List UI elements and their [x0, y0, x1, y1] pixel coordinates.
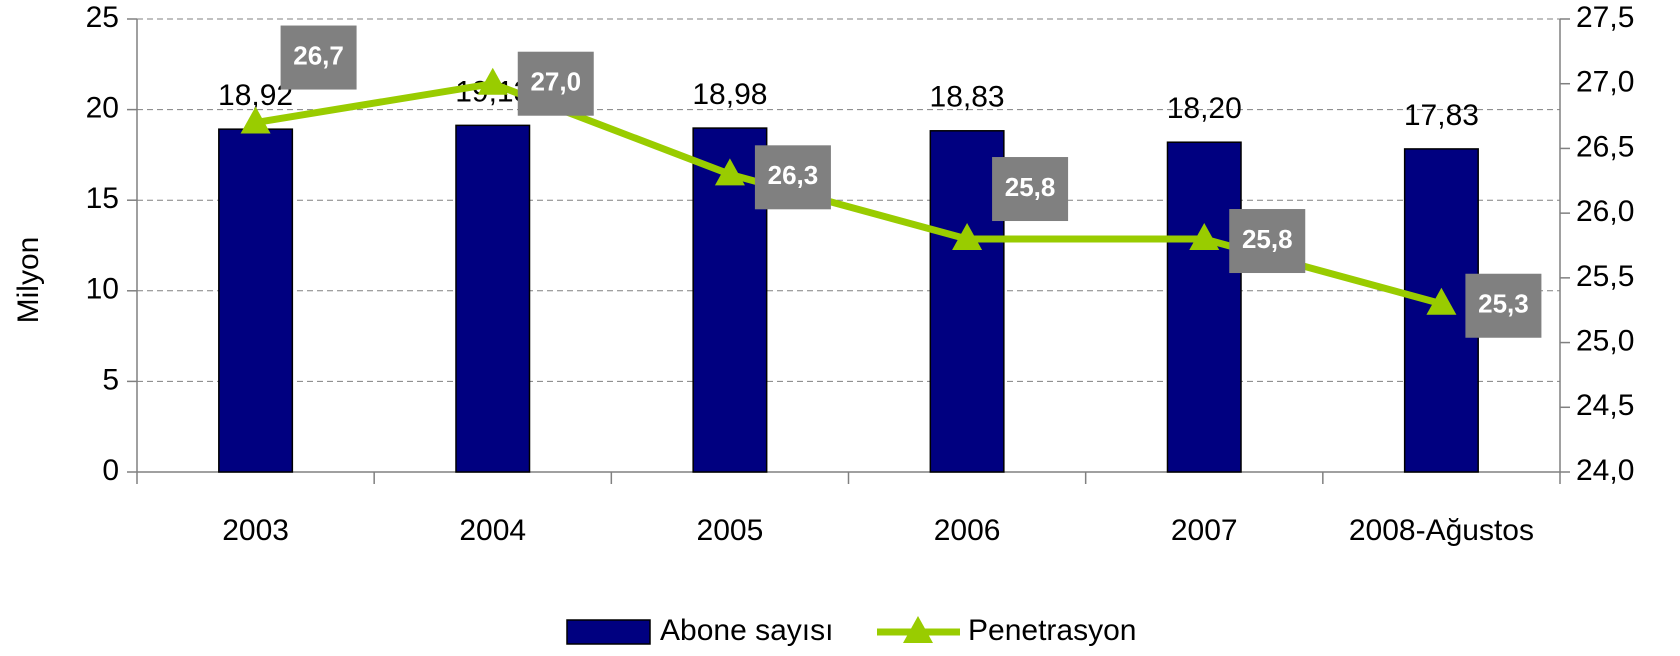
value-label-box	[992, 157, 1069, 222]
bar	[218, 128, 294, 473]
line-marker	[714, 158, 745, 186]
bar-value-label: 17,83	[1404, 99, 1479, 132]
value-label-box	[1465, 273, 1542, 338]
x-tick-label: 2005	[697, 514, 764, 547]
value-label-box	[1229, 209, 1306, 274]
line-marker	[952, 223, 983, 251]
y2-tick-label: 27,5	[1576, 1, 1634, 34]
y-tick-label: 15	[86, 182, 119, 215]
line-value-label: 27,0	[530, 67, 581, 97]
bar-value-label: 18,98	[692, 78, 767, 111]
bar	[929, 130, 1005, 473]
x-tick-label: 2003	[222, 514, 289, 547]
x-tick-label: 2007	[1171, 514, 1238, 547]
line-value-label: 26,3	[768, 160, 819, 190]
y2-tick-label: 26,5	[1576, 130, 1634, 163]
y2-tick-label: 25,5	[1576, 260, 1634, 293]
x-tick-label: 2004	[459, 514, 526, 547]
value-label-box	[517, 51, 594, 116]
line-marker	[240, 106, 271, 134]
y-axis-title: Milyon	[12, 237, 45, 324]
line-value-label: 25,8	[1242, 224, 1293, 254]
bar-value-label: 18,83	[930, 81, 1005, 114]
line-value-label: 26,7	[293, 40, 344, 70]
bar	[692, 127, 768, 473]
y-tick-label: 10	[86, 273, 119, 306]
x-tick-label: 2006	[934, 514, 1001, 547]
y-tick-label: 20	[86, 92, 119, 125]
legend-label: Penetrasyon	[968, 614, 1136, 647]
bar	[1166, 141, 1242, 473]
value-label-box	[280, 25, 357, 90]
line-value-label: 25,3	[1478, 289, 1529, 319]
legend-marker	[903, 616, 933, 643]
legend-label: Abone sayısı	[660, 614, 833, 647]
y2-tick-label: 25,0	[1576, 324, 1634, 357]
legend-swatch	[566, 619, 651, 645]
y2-tick-label: 24,0	[1576, 454, 1634, 487]
y2-tick-label: 24,5	[1576, 389, 1634, 422]
bar	[455, 124, 531, 473]
y-tick-label: 25	[86, 1, 119, 34]
line-marker	[477, 67, 508, 95]
line-marker	[1426, 287, 1457, 315]
bar-value-label: 18,20	[1167, 92, 1242, 125]
value-label-box	[754, 145, 831, 210]
y-tick-label: 5	[102, 363, 119, 396]
line-marker	[1189, 223, 1220, 251]
x-tick-label: 2008-Ağustos	[1349, 514, 1534, 547]
y2-tick-label: 27,0	[1576, 66, 1634, 99]
y2-tick-label: 26,0	[1576, 195, 1634, 228]
y-tick-label: 0	[102, 454, 119, 487]
line-value-label: 25,8	[1005, 172, 1056, 202]
